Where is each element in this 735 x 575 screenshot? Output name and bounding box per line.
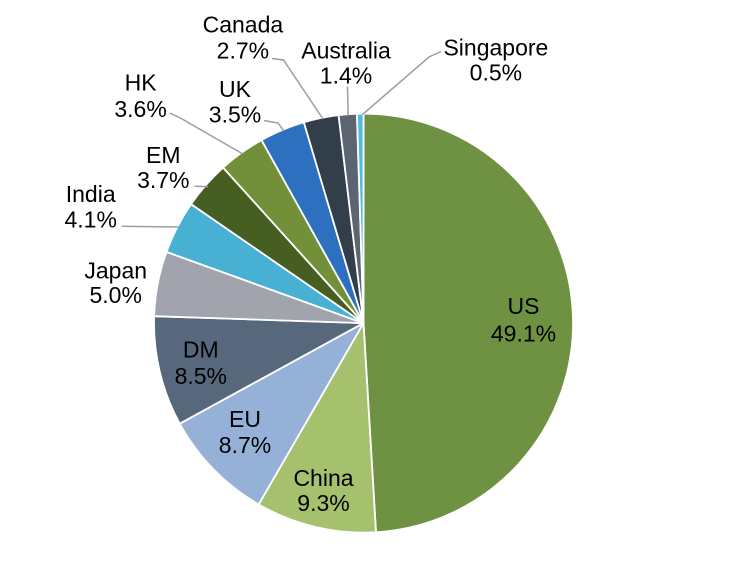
svg-text:0.5%: 0.5%	[470, 60, 522, 86]
svg-text:5.0%: 5.0%	[89, 282, 141, 308]
svg-text:Japan: Japan	[84, 258, 147, 284]
svg-text:India: India	[66, 181, 116, 207]
svg-text:China: China	[293, 465, 353, 491]
svg-text:UK: UK	[219, 76, 252, 102]
svg-text:Canada: Canada	[203, 12, 284, 38]
svg-text:8.7%: 8.7%	[219, 432, 271, 458]
svg-text:EU: EU	[229, 406, 261, 432]
svg-text:3.5%: 3.5%	[209, 102, 261, 128]
svg-text:HK: HK	[125, 69, 158, 95]
svg-text:9.3%: 9.3%	[297, 490, 349, 516]
svg-text:Singapore: Singapore	[443, 35, 548, 61]
svg-text:US: US	[508, 293, 540, 319]
svg-text:8.5%: 8.5%	[175, 363, 227, 389]
svg-text:EM: EM	[146, 142, 181, 168]
svg-text:3.7%: 3.7%	[137, 167, 189, 193]
svg-text:2.7%: 2.7%	[217, 38, 269, 64]
svg-text:49.1%: 49.1%	[491, 321, 556, 347]
svg-text:1.4%: 1.4%	[320, 63, 372, 89]
svg-text:4.1%: 4.1%	[64, 206, 116, 232]
svg-text:DM: DM	[183, 336, 219, 362]
svg-text:3.6%: 3.6%	[114, 96, 166, 122]
svg-text:Australia: Australia	[301, 38, 391, 64]
